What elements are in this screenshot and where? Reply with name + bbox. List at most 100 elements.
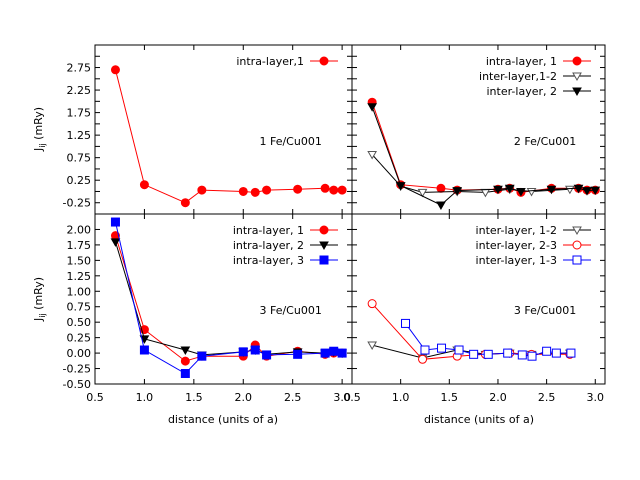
x-tick-label: 0.5 — [86, 391, 104, 404]
series-line — [115, 241, 343, 356]
data-point — [436, 183, 446, 193]
data-point — [590, 186, 601, 196]
series-line — [115, 221, 343, 375]
data-point — [480, 188, 491, 198]
y-tick-label: 2.00 — [67, 223, 92, 236]
x-tick-label: 0.5 — [343, 391, 361, 404]
series-line — [115, 235, 343, 362]
data-point — [420, 345, 430, 355]
data-point — [551, 348, 561, 358]
y-tick-label: 2.75 — [67, 62, 92, 75]
x-tick-label: 1.0 — [392, 391, 410, 404]
legend-label: inter-layer, 2 — [487, 85, 558, 98]
legend-marker — [572, 255, 582, 265]
y-tick-label: -0.50 — [63, 378, 91, 391]
legend-label: intra-layer, 3 — [233, 254, 304, 267]
data-point — [250, 187, 260, 197]
legend-label: intra-layer, 2 — [233, 239, 304, 252]
x-tick-label: 3.0 — [587, 391, 605, 404]
data-point — [542, 346, 552, 356]
data-point — [527, 351, 537, 361]
data-point — [504, 184, 515, 194]
data-point — [293, 349, 303, 359]
y-tick-label: 0.75 — [67, 152, 92, 165]
panel-frame-bottom-left — [94, 213, 353, 385]
data-point — [395, 182, 406, 191]
legend-label: intra-layer, 1 — [233, 224, 304, 237]
data-point — [516, 187, 526, 197]
legend-marker — [319, 225, 329, 235]
data-point — [180, 368, 190, 378]
panel-annotation: 3 Fe/Cu001 — [259, 304, 321, 317]
y-tick-label: 1.00 — [67, 285, 92, 298]
panel-frame-bottom-right — [351, 213, 606, 385]
y-tick-label: 1.50 — [67, 254, 92, 267]
data-point — [417, 188, 428, 198]
data-point — [197, 185, 207, 195]
data-point — [573, 184, 584, 194]
y-tick-label: 0.75 — [67, 301, 92, 314]
legend-marker — [572, 240, 582, 250]
data-point — [526, 187, 537, 197]
legend-marker — [572, 87, 582, 97]
legend-marker — [572, 72, 582, 82]
legend-marker — [319, 241, 329, 251]
panel-annotation: 3 Fe/Cu001 — [514, 304, 576, 317]
data-point — [329, 185, 339, 195]
y-tick-label: 0.50 — [67, 316, 92, 329]
data-point — [418, 354, 428, 364]
data-point — [367, 299, 377, 309]
data-point — [566, 348, 576, 358]
data-point — [517, 350, 527, 360]
y-tick-label: 0.25 — [67, 332, 92, 345]
x-axis-label-left: distance (units of a) — [168, 413, 278, 426]
data-point — [469, 349, 479, 359]
data-point — [437, 343, 447, 353]
data-point — [262, 185, 272, 195]
x-tick-label: 1.5 — [441, 391, 459, 404]
legend-marker — [572, 56, 582, 66]
x-tick-label: 2.0 — [235, 391, 253, 404]
data-point — [139, 345, 149, 355]
x-tick-label: 2.5 — [284, 391, 302, 404]
data-point — [454, 345, 464, 355]
data-point — [367, 151, 378, 160]
data-point — [197, 351, 207, 361]
data-point — [320, 183, 330, 193]
data-point — [238, 186, 248, 196]
data-point — [565, 185, 575, 195]
y-axis-label-top: Jij (mRy) — [32, 107, 47, 152]
y-tick-label: -0.25 — [63, 197, 91, 210]
data-point — [238, 347, 248, 357]
x-axis-label-right: distance (units of a) — [424, 413, 534, 426]
data-point — [320, 348, 330, 358]
legend-label: intra-layer,1 — [236, 55, 304, 68]
legend-marker — [319, 56, 329, 66]
data-point — [329, 346, 339, 356]
data-point — [436, 201, 446, 210]
y-tick-label: -0.25 — [63, 363, 91, 376]
y-tick-label: 1.75 — [67, 107, 92, 120]
y-axis-label-bottom: Jij (mRy) — [32, 277, 47, 322]
x-tick-label: 3.0 — [333, 391, 351, 404]
data-point — [452, 187, 463, 196]
legend-label: inter-layer,1-2 — [479, 70, 557, 83]
legend-marker — [572, 226, 582, 236]
data-point — [180, 198, 190, 208]
y-tick-label: 1.25 — [67, 270, 92, 283]
legend-label: inter-layer, 2-3 — [476, 239, 557, 252]
data-point — [180, 346, 191, 356]
data-point — [503, 348, 513, 358]
data-point — [337, 185, 347, 195]
panel-annotation: 2 Fe/Cu001 — [514, 135, 576, 148]
data-point — [401, 318, 411, 328]
legend-label: inter-layer, 1-2 — [476, 224, 557, 237]
x-tick-label: 2.5 — [538, 391, 556, 404]
x-tick-label: 2.0 — [489, 391, 507, 404]
data-point — [483, 349, 493, 359]
x-tick-label: 1.0 — [136, 391, 154, 404]
legend-label: inter-layer, 1-3 — [476, 254, 557, 267]
panel-annotation: 1 Fe/Cu001 — [259, 135, 321, 148]
data-point — [546, 185, 557, 195]
